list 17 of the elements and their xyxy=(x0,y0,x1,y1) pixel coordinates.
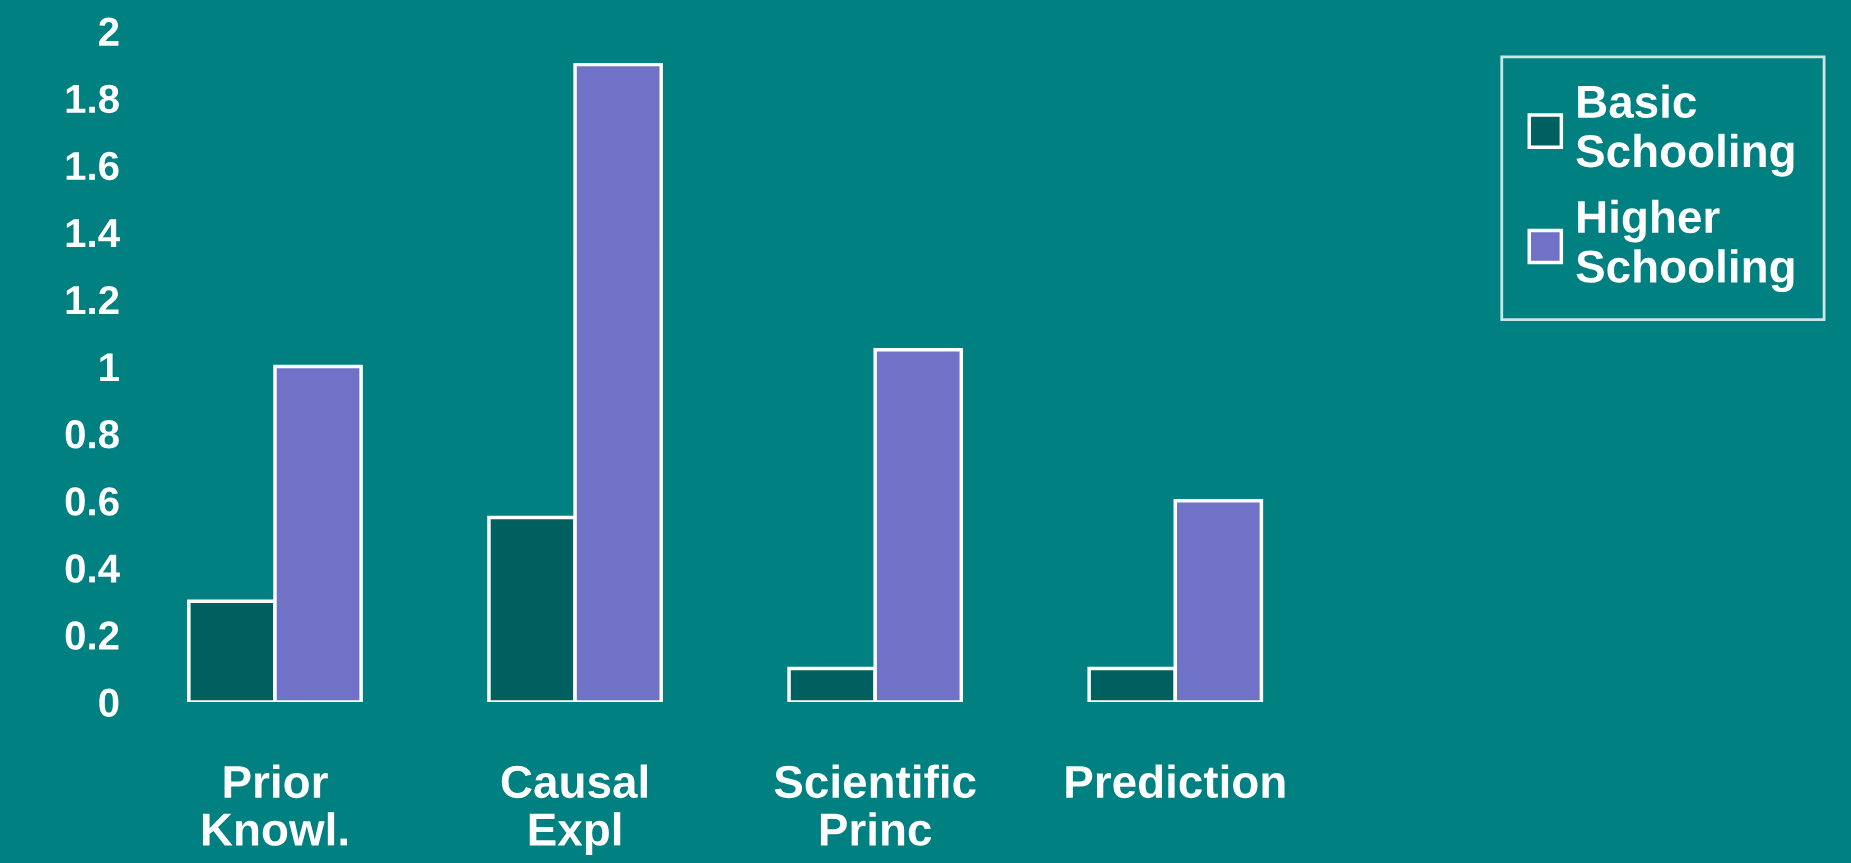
y-tick-label: 1 xyxy=(100,353,119,382)
y-tick-label: 0.6 xyxy=(65,487,119,516)
y-tick-label: 0.2 xyxy=(65,621,119,650)
y-tick-label: 0.4 xyxy=(65,554,120,583)
y-tick-label: 1.6 xyxy=(66,151,119,181)
y-tick-label: 0 xyxy=(99,688,119,717)
x-tick-label: Scientific Princ xyxy=(774,764,976,846)
x-tick-label: Prediction xyxy=(1066,764,1285,799)
legend-label: Higher Schooling xyxy=(1576,199,1794,293)
x-tick-label: Causal Expl xyxy=(501,764,647,855)
y-tick-label: 0.8 xyxy=(65,420,119,449)
x-tick-label: Prior Knowl. xyxy=(202,764,347,846)
y-tick-label: 1.8 xyxy=(66,84,119,114)
y-tick-label: 1.4 xyxy=(66,219,120,247)
y-tick-label: 2 xyxy=(99,17,119,46)
legend-label: Basic Schooling xyxy=(1576,84,1794,177)
y-tick-label: 1.2 xyxy=(66,285,119,315)
